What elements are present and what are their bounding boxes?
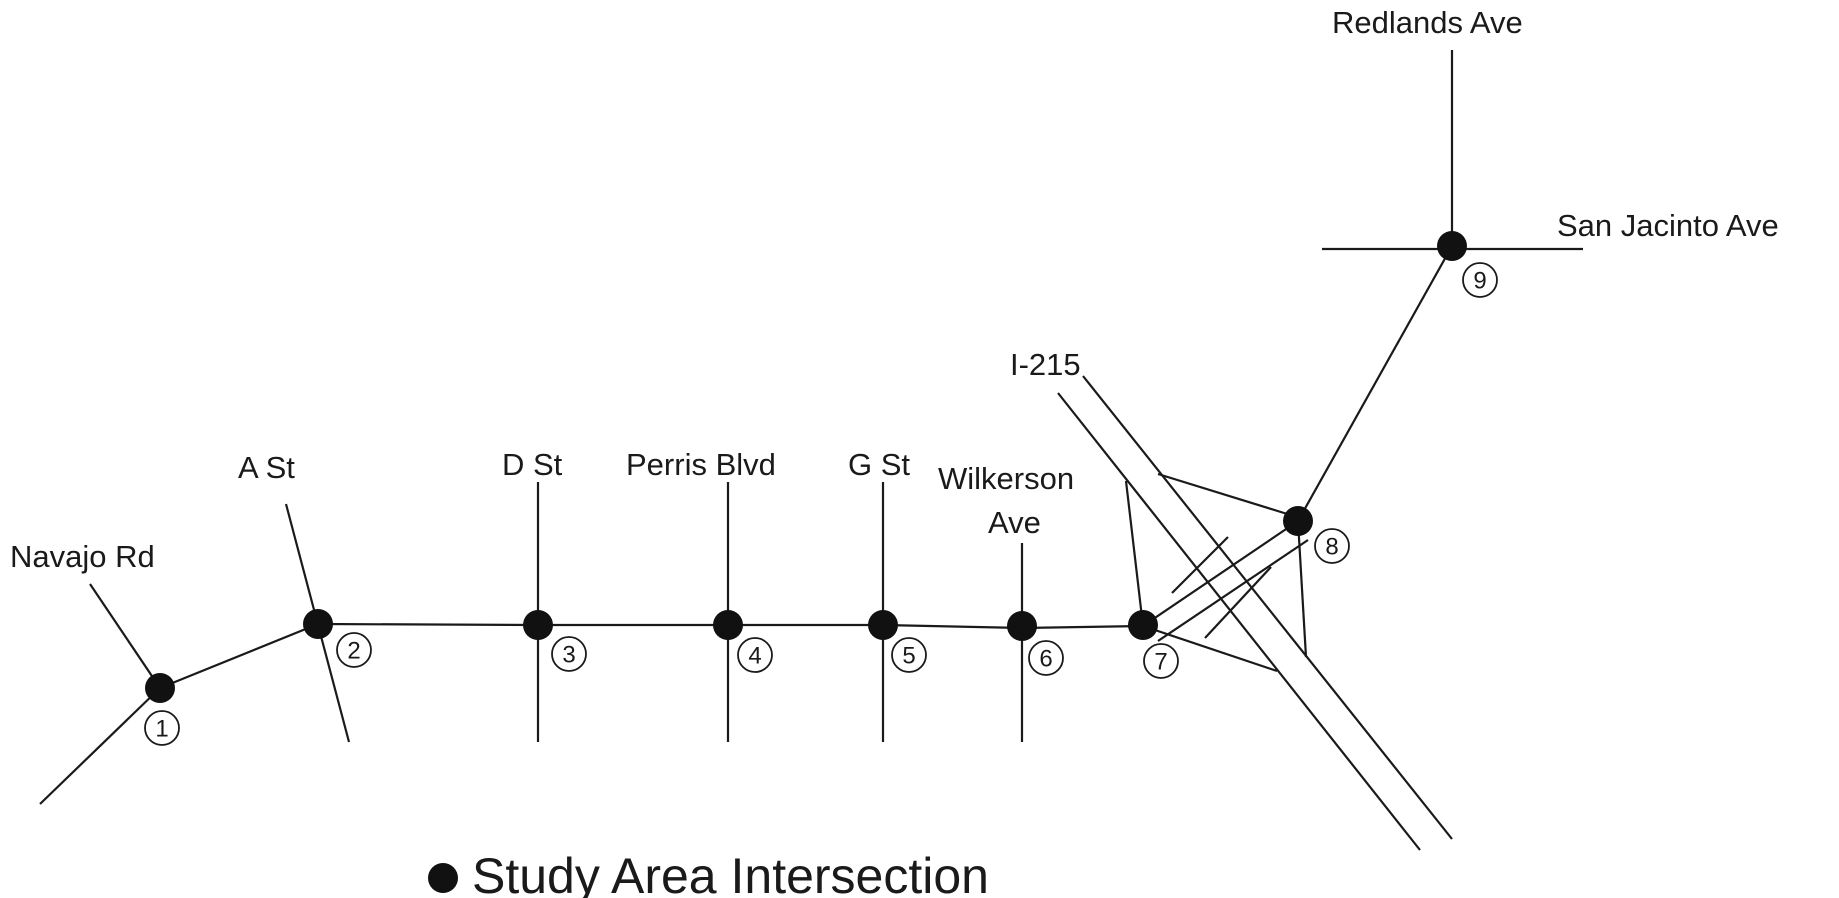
- intersection-5-marker: [868, 610, 898, 640]
- intersection-9-number: 9: [1473, 268, 1486, 295]
- redlands-ave-label: Redlands Ave: [1332, 5, 1523, 40]
- i-215-label: I-215: [1010, 347, 1081, 382]
- intersection-7-badge: 7: [1143, 643, 1179, 679]
- corridor-segment-5-6: [882, 623, 1023, 630]
- g-st-label: G St: [848, 447, 910, 482]
- intersection-9-marker: [1437, 231, 1467, 261]
- intersection-markers: [145, 231, 1467, 703]
- bridge-deck-west: [1171, 536, 1229, 594]
- a-st-label: A St: [238, 450, 295, 485]
- intersection-4-number: 4: [748, 643, 761, 670]
- ramp-sw: [1142, 624, 1278, 673]
- perris-blvd-label: Perris Blvd: [626, 447, 776, 482]
- intersection-1-number: 1: [155, 716, 168, 743]
- d-st-label: D St: [502, 447, 563, 482]
- intersection-4-marker: [713, 610, 743, 640]
- intersection-3-marker: [523, 610, 553, 640]
- intersection-3-number: 3: [562, 642, 575, 669]
- bridge-deck-east: [1204, 566, 1272, 639]
- overpass-line-north: [1142, 520, 1299, 627]
- intersection-numbers: 1 2 3 4 5 6 7 8: [144, 262, 1498, 746]
- intersection-2-marker: [303, 609, 333, 639]
- wilkerson-label-line1: Wilkerson: [938, 461, 1074, 496]
- intersection-1-badge: 1: [144, 710, 180, 746]
- connector-8-9: [1297, 245, 1453, 522]
- intersection-6-number: 6: [1039, 646, 1052, 673]
- navajo-rd-line: [89, 583, 161, 689]
- interchange: [1124, 245, 1453, 673]
- intersection-8-badge: 8: [1314, 528, 1350, 564]
- ramp-se: [1296, 520, 1308, 658]
- freeway-east-edge: [1082, 375, 1453, 840]
- intersection-4-badge: 4: [737, 637, 773, 673]
- intersection-5-badge: 5: [891, 637, 927, 673]
- corridor-segment-1-2: [159, 622, 319, 690]
- intersection-7-number: 7: [1154, 649, 1167, 676]
- navajo-rd-label: Navajo Rd: [10, 539, 155, 574]
- intersection-1-marker: [145, 673, 175, 703]
- intersection-6-badge: 6: [1028, 640, 1064, 676]
- intersection-8-number: 8: [1325, 534, 1338, 561]
- intersection-5-number: 5: [902, 643, 915, 670]
- san-jacinto-ave-label: San Jacinto Ave: [1557, 208, 1779, 243]
- intersection-9-badge: 9: [1462, 262, 1498, 298]
- main-corridor: [39, 622, 1144, 805]
- overpass-line-south: [1157, 539, 1309, 642]
- legend-label: Study Area Intersection: [472, 848, 989, 898]
- corridor-segment-sw: [39, 687, 161, 805]
- ramp-nw: [1124, 480, 1145, 627]
- street-labels: Navajo Rd A St D St Perris Blvd G St Wil…: [10, 5, 1779, 574]
- ramp-ne: [1157, 472, 1298, 519]
- intersection-3-badge: 3: [551, 636, 587, 672]
- i-215-freeway: [1057, 375, 1453, 851]
- corridor-segment-6-7: [1021, 624, 1144, 630]
- intersection-7-marker: [1128, 610, 1158, 640]
- intersection-2-number: 2: [347, 638, 360, 665]
- intersection-6-marker: [1007, 611, 1037, 641]
- freeway-west-edge: [1057, 392, 1421, 851]
- intersection-8-marker: [1283, 506, 1313, 536]
- corridor-segment-2-3: [317, 622, 539, 627]
- wilkerson-label-line2: Ave: [988, 505, 1041, 540]
- legend-marker: [428, 863, 458, 893]
- legend: Study Area Intersection: [428, 848, 989, 898]
- intersection-2-badge: 2: [336, 632, 372, 668]
